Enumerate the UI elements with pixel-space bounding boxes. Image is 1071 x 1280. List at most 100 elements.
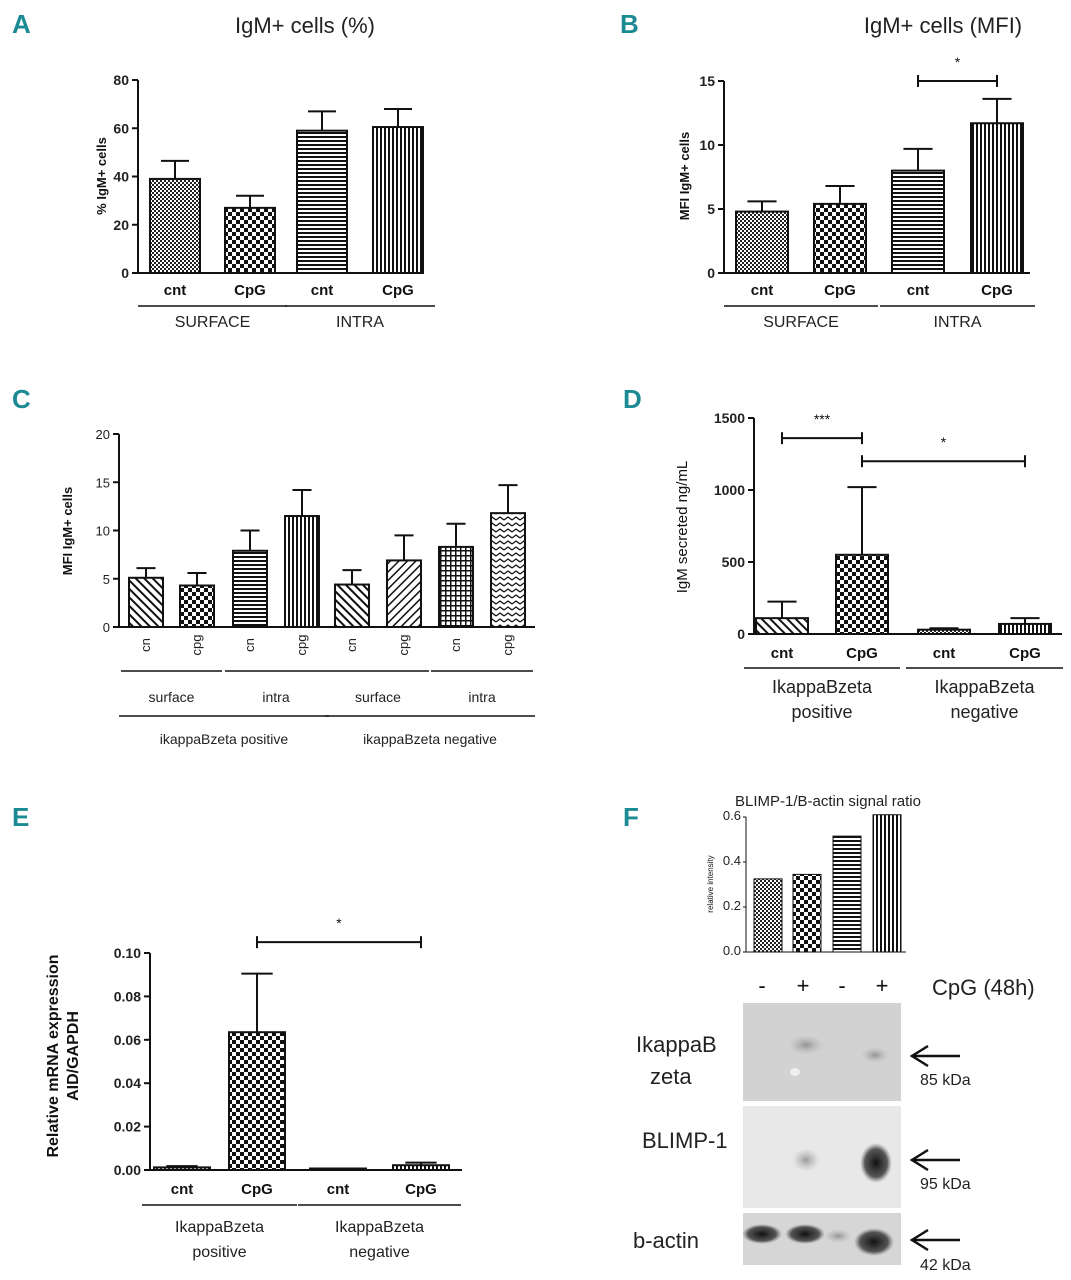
category-label: cn [138,638,153,652]
bar [372,126,424,274]
significance-label: * [955,54,961,70]
chart-f-title: BLIMP-1/B-actin signal ratio [735,793,921,810]
y-axis-label: MFI IgM+ cells [60,487,75,576]
category-label: cnt [933,645,956,662]
y-tick-label: 20 [96,427,110,442]
blot-band-blimp1-lane4 [860,1143,892,1183]
y-tick-label: 15 [699,73,715,89]
y-tick-label: 500 [722,554,746,570]
y-axis-label: Relative mRNA expression [45,954,62,1157]
group-label: ikappaBzeta negative [363,731,497,747]
group-label-2: negative [950,702,1018,722]
category-label: CpG [405,1181,437,1198]
category-label: CpG [824,282,856,299]
category-label: cpg [294,635,309,656]
panel-letter-a: A [12,9,31,39]
panel-letter-f: F [623,802,639,832]
blot-lane-1-label: - [758,973,765,998]
y-tick-label: 10 [96,524,110,539]
bar [392,1164,450,1171]
subgroup-label: surface [149,689,195,705]
bar [128,576,164,628]
category-label: cnt [164,282,187,299]
group-label: ikappaBzeta positive [160,731,289,747]
subgroup-label: intra [262,689,289,705]
blot-row-label-blimp1: BLIMP-1 [642,1128,728,1153]
bar [970,122,1024,274]
category-label: cnt [907,282,930,299]
category-label: cn [448,638,463,652]
significance-label: * [336,915,342,931]
chart-b-igm-mfi: IgM+ cells (MFI) 0 5 10 15 MFI IgM+ cells cnt C… [677,13,1035,331]
group-label: IkappaBzeta [772,677,873,697]
y-tick-label: 0.6 [723,808,741,823]
chart-b-title: IgM+ cells (MFI) [864,13,1022,38]
bar [735,210,789,274]
arrow-icon [909,1044,960,1068]
category-label: cpg [189,635,204,656]
bar [755,617,809,635]
bar [813,202,867,275]
bar [153,1166,211,1171]
category-label: cnt [311,282,334,299]
panel-letter-e: E [12,802,29,832]
blot-kda-42: 42 kDa [920,1257,971,1274]
blot-band-bactin-lane2 [785,1224,825,1244]
y-tick-label: 0 [707,265,715,281]
chart-e-aid-expression: 0.00 0.02 0.04 0.06 0.08 0.10 Relative mRNA ex… [45,915,462,1261]
bar [832,835,862,953]
bar [224,206,276,274]
group-label: IkappaBzeta [175,1219,264,1236]
y-tick-label: 1500 [714,410,745,426]
category-label: cn [242,638,257,652]
bar [753,878,783,953]
bar [284,515,320,629]
western-blot: - + - + CpG (48h) IkappaB zeta 85 kDa BL… [633,973,1035,1274]
y-tick-label: 5 [707,201,715,217]
group-label-2: positive [791,702,852,722]
y-tick-label: 0.2 [723,898,741,913]
chart-d-igm-secreted: 0 500 1000 1500 IgM secreted ng/mL cnt CpG cnt C… [674,410,1063,722]
group-label: IkappaBzeta [335,1219,424,1236]
blot-lane-3-label: - [838,973,845,998]
y-tick-label: 0 [121,265,129,281]
blot-lane-4-label: + [876,973,889,998]
y-tick-label: 40 [113,169,129,185]
category-label: CpG [981,282,1013,299]
blot-lane-2-label: + [797,973,810,998]
y-axis-label: IgM secreted ng/mL [674,461,691,594]
y-tick-label: 60 [113,120,129,136]
bar [872,814,902,953]
blot-spot [790,1068,800,1076]
blot-kda-95: 95 kDa [920,1176,971,1193]
category-label: CpG [234,282,266,299]
bar [998,622,1052,635]
group-label: INTRA [934,314,982,331]
panel-letter-d: D [623,384,642,414]
group-label: SURFACE [175,314,251,331]
blot-band-ikappab-lane4 [861,1047,889,1063]
category-label: cnt [327,1181,350,1198]
category-label: cnt [771,645,794,662]
bar [386,559,422,628]
category-label: cn [344,638,359,652]
y-tick-label: 20 [113,217,129,233]
bar [438,545,474,629]
blot-band-bactin-lane3 [824,1229,852,1243]
blot-treatment-label: CpG (48h) [932,975,1035,1000]
blot-row-label-zeta: zeta [650,1064,692,1089]
bar [179,584,215,629]
y-tick-label: 0.08 [114,988,141,1004]
category-label: cpg [396,635,411,656]
arrow-icon [909,1228,960,1252]
arrow-icon [909,1148,960,1172]
y-tick-label: 0 [103,620,110,635]
category-label: cpg [500,635,515,656]
y-tick-label: 0.04 [114,1075,141,1091]
significance-label: * [941,434,947,450]
bar [228,1031,286,1171]
category-label: cnt [171,1181,194,1198]
category-label: CpG [382,282,414,299]
bar [792,873,822,953]
bar [296,129,348,274]
